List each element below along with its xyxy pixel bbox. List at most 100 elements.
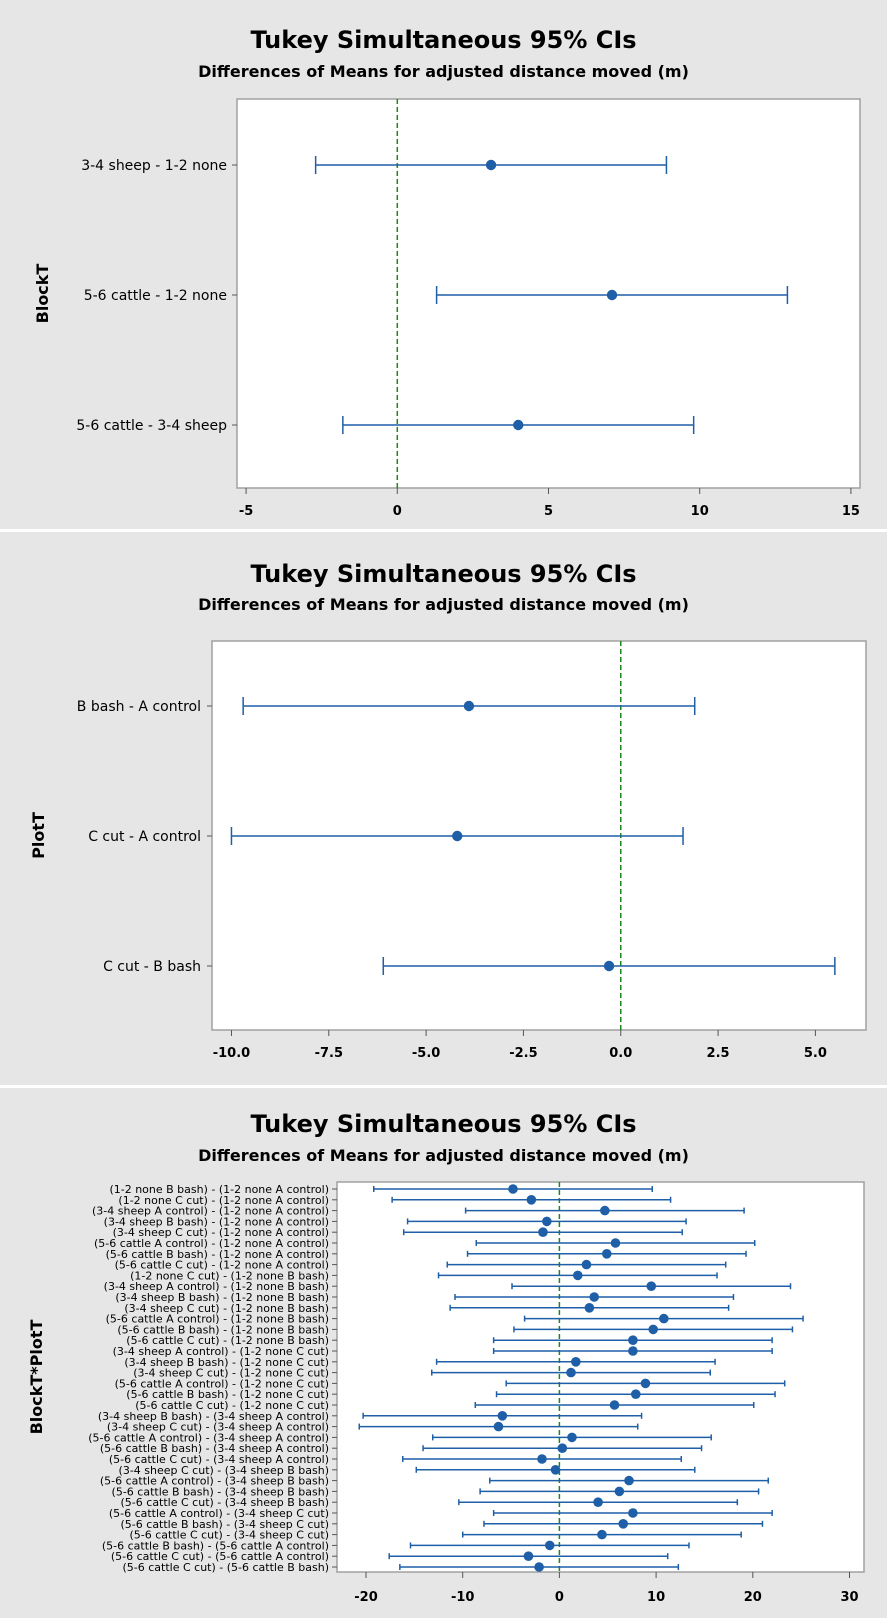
mean-point [508,1184,518,1194]
comparison-label: (5-6 cattle A control) - (1-2 none C cut… [115,1377,329,1390]
mean-point [659,1313,669,1324]
chart-panel-blockt: Tukey Simultaneous 95% CIs Differences o… [0,0,887,529]
mean-point [526,1195,537,1205]
mean-point [597,1529,607,1540]
mean-point [566,1367,576,1378]
x-tick-label: 2.5 [707,1046,730,1061]
mean-point [646,1281,657,1291]
comparison-label: (5-6 cattle A control) - (1-2 none B bas… [106,1313,329,1326]
chart-title: Tukey Simultaneous 95% CIs [250,560,637,588]
x-tick-label: -10.0 [213,1046,250,1061]
mean-point [624,1475,634,1486]
mean-point [538,1227,548,1237]
x-tick-label: 20 [744,1590,762,1605]
x-tick-label: 30 [840,1590,858,1605]
comparison-label: (5-6 cattle B bash) - (1-2 none B bash) [117,1323,329,1336]
chart-title: Tukey Simultaneous 95% CIs [250,26,637,54]
mean-point [614,1486,625,1497]
x-tick-label: 0.0 [609,1046,632,1061]
comparison-label: 3-4 sheep - 1-2 none [81,158,227,174]
comparison-label: C cut - B bash [103,959,201,975]
mean-point [452,830,463,842]
comparison-label: (5-6 cattle C cut) - (1-2 none B bash) [126,1334,329,1347]
chart-panel-plott: Tukey Simultaneous 95% CIs Differences o… [0,532,887,1085]
mean-point [618,1519,629,1529]
chart-subtitle: Differences of Means for adjusted distan… [198,62,689,81]
x-tick-label: -5 [239,504,253,519]
x-tick-label: -10 [451,1590,475,1605]
mean-point [557,1443,568,1453]
x-tick-label: 0 [393,504,402,519]
comparison-label: (5-6 cattle B bash) - (1-2 none A contro… [106,1248,329,1261]
x-tick-label: 5 [544,504,553,519]
comparison-label: (3-4 sheep A control) - (1-2 none C cut) [113,1345,329,1358]
comparison-label: (1-2 none B bash) - (1-2 none A control) [109,1183,329,1196]
mean-point [601,1249,612,1259]
x-tick-label: 10 [647,1590,665,1605]
mean-point [534,1562,544,1572]
comparison-label: (3-4 sheep B bash) - (1-2 none A control… [104,1215,329,1228]
plot-area [336,1181,865,1573]
x-tick-label: 10 [691,504,709,519]
mean-point [628,1508,638,1518]
mean-point [550,1465,561,1475]
comparison-label: (5-6 cattle B bash) - (1-2 none C cut) [126,1388,329,1401]
mean-point [537,1454,547,1464]
comparison-label: (3-4 sheep B bash) - (1-2 none B bash) [115,1291,329,1304]
comparison-label: C cut - A control [88,829,201,845]
mean-point [610,1238,621,1248]
y-axis-label: BlockT*PlotT [27,1319,46,1434]
x-tick-label: -20 [354,1590,378,1605]
comparison-label: (3-4 sheep A control) - (1-2 none A cont… [92,1205,329,1218]
comparison-label: (3-4 sheep C cut) - (1-2 none A control) [113,1226,329,1239]
x-tick-label: 5.0 [804,1046,827,1061]
mean-point [630,1389,641,1399]
mean-point [589,1292,600,1302]
mean-point [606,289,618,301]
comparison-label: (5-6 cattle C cut) - (3-4 sheep A contro… [109,1453,329,1466]
comparison-label: (3-4 sheep C cut) - (1-2 none B bash) [124,1302,329,1315]
mean-point [567,1432,577,1443]
mean-point [542,1216,552,1227]
comparison-label: (5-6 cattle C cut) - (5-6 cattle B bash) [122,1561,329,1574]
comparison-label: (3-4 sheep A control) - (1-2 none B bash… [104,1280,329,1293]
plot-area [236,98,861,489]
comparison-label: (1-2 none C cut) - (1-2 none A control) [118,1194,329,1207]
chart-title: Tukey Simultaneous 95% CIs [250,1110,637,1138]
mean-point [571,1357,581,1367]
comparison-label: (3-4 sheep C cut) - (3-4 sheep B bash) [119,1464,329,1477]
comparison-label: (5-6 cattle C cut) - (1-2 none C cut) [135,1399,329,1412]
comparison-label: (3-4 sheep C cut) - (3-4 sheep A control… [107,1421,329,1434]
mean-point [600,1205,610,1216]
mean-point [513,419,524,431]
mean-point [523,1551,534,1561]
chart-svg-blockt-plott: -20 -10 0 10 20 30 BlockT*PlotT (1-2 none B bas… [27,1181,865,1605]
chart-subtitle: Differences of Means for adjusted distan… [198,1146,689,1165]
chart-panel-blockt-plott: Tukey Simultaneous 95% CIs Differences o… [0,1088,887,1618]
comparison-label: (5-6 cattle B bash) - (3-4 sheep B bash) [112,1485,329,1498]
comparison-label: (5-6 cattle C cut) - (3-4 sheep C cut) [129,1529,329,1542]
mean-point [493,1421,504,1432]
comparison-label: (5-6 cattle C cut) - (5-6 cattle A contr… [111,1550,329,1563]
x-tick-label: 15 [842,504,860,519]
chart-svg-blockt: -5 0 5 10 15 BlockT 3-4 sheep - 1-2 none 5-6 ca… [33,98,861,519]
x-tick-label: 0 [555,1590,564,1605]
comparison-label: (5-6 cattle B bash) - (3-4 sheep C cut) [121,1518,329,1531]
x-tick-label: -5.0 [412,1046,440,1061]
mean-point [640,1378,651,1389]
comparison-label: (1-2 none C cut) - (1-2 none B bash) [130,1269,329,1282]
comparison-label: (3-4 sheep B bash) - (1-2 none C cut) [124,1356,329,1369]
mean-point [584,1303,595,1313]
comparison-label: (5-6 cattle A control) - (3-4 sheep A co… [88,1431,329,1444]
mean-point [628,1335,638,1345]
comparison-label: (5-6 cattle B bash) - (5-6 cattle A cont… [102,1539,329,1552]
comparison-label: (3-4 sheep B bash) - (3-4 sheep A contro… [98,1410,329,1423]
comparison-label: B bash - A control [77,699,201,715]
comparison-label: 5-6 cattle - 3-4 sheep [76,418,227,434]
comparison-label: (5-6 cattle C cut) - (3-4 sheep B bash) [121,1496,329,1509]
x-tick-label: -2.5 [509,1046,537,1061]
mean-point [497,1411,508,1421]
y-axis-label: BlockT [33,264,52,324]
comparison-label: (3-4 sheep C cut) - (1-2 none C cut) [133,1367,329,1380]
mean-point [544,1540,555,1551]
